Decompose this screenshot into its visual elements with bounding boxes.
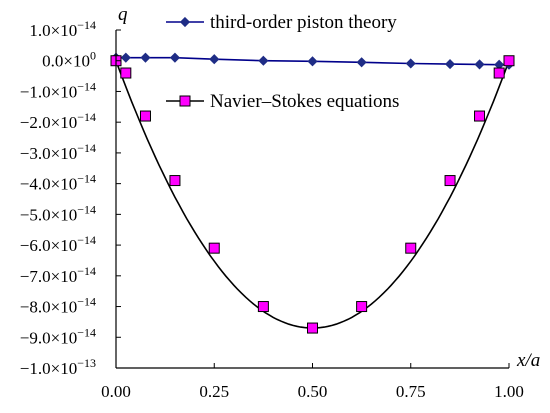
y-tick-labels: 1.0×10−14 0.0×100 −1.0×10−14 −2.0×10−14 −3.0… [20,18,96,378]
x-tick-label: 0.50 [298,382,328,401]
legend-marker [179,16,191,28]
data-point-1 [307,322,318,334]
y-tick-label: −1.0×10−14 [20,79,96,101]
y-tick-label: −3.0×10−14 [20,141,96,163]
series-markers [110,52,515,334]
y-tick-label: −4.0×10−14 [20,172,96,194]
data-point-0 [120,52,131,63]
data-point-1 [120,67,132,79]
data-point-1 [503,55,515,67]
data-point-0 [169,52,181,63]
data-point-0 [474,59,485,70]
data-point-1 [169,175,181,187]
x-tick-label: 0.00 [101,382,131,401]
data-point-0 [258,55,269,66]
data-point-1 [405,242,417,254]
y-tick-label: −2.0×10−14 [20,110,96,132]
data-point-1 [139,110,151,122]
axes [115,29,510,369]
legend: third-order piston theory Navier–Stokes e… [166,12,399,112]
y-tick-label: −8.0×10−14 [20,295,96,317]
y-tick-label: 1.0×10−14 [29,18,96,40]
data-point-1 [356,301,368,313]
x-tick-label: 0.25 [199,382,229,401]
data-point-0 [307,56,318,67]
data-point-1 [474,110,486,122]
y-tick-label: 0.0×100 [42,49,96,71]
data-point-1 [208,242,220,254]
y-tick-label: −1.0×10−13 [20,356,96,378]
y-tick-label: −7.0×10−14 [20,264,96,286]
x-axis-title: x/a [516,350,540,371]
x-tick-label: 1.00 [494,382,524,401]
data-point-0 [356,57,367,68]
data-point-0 [405,58,416,69]
y-tick-label: −6.0×10−14 [20,233,96,255]
data-point-0 [140,52,151,63]
legend-label: Navier–Stokes equations [210,91,399,112]
data-point-1 [444,175,456,187]
legend-label: third-order piston theory [210,12,397,33]
x-tick-label: 0.75 [396,382,426,401]
legend-marker [179,95,191,107]
x-tick-labels: 0.00 0.25 0.50 0.75 1.00 [101,382,524,401]
data-point-0 [444,59,456,70]
y-axis-title: q [118,4,128,25]
data-point-1 [257,301,269,313]
y-tick-label: −9.0×10−14 [20,325,96,347]
data-point-0 [209,54,220,65]
data-point-1 [493,67,505,79]
y-tick-label: −5.0×10−14 [20,202,96,224]
